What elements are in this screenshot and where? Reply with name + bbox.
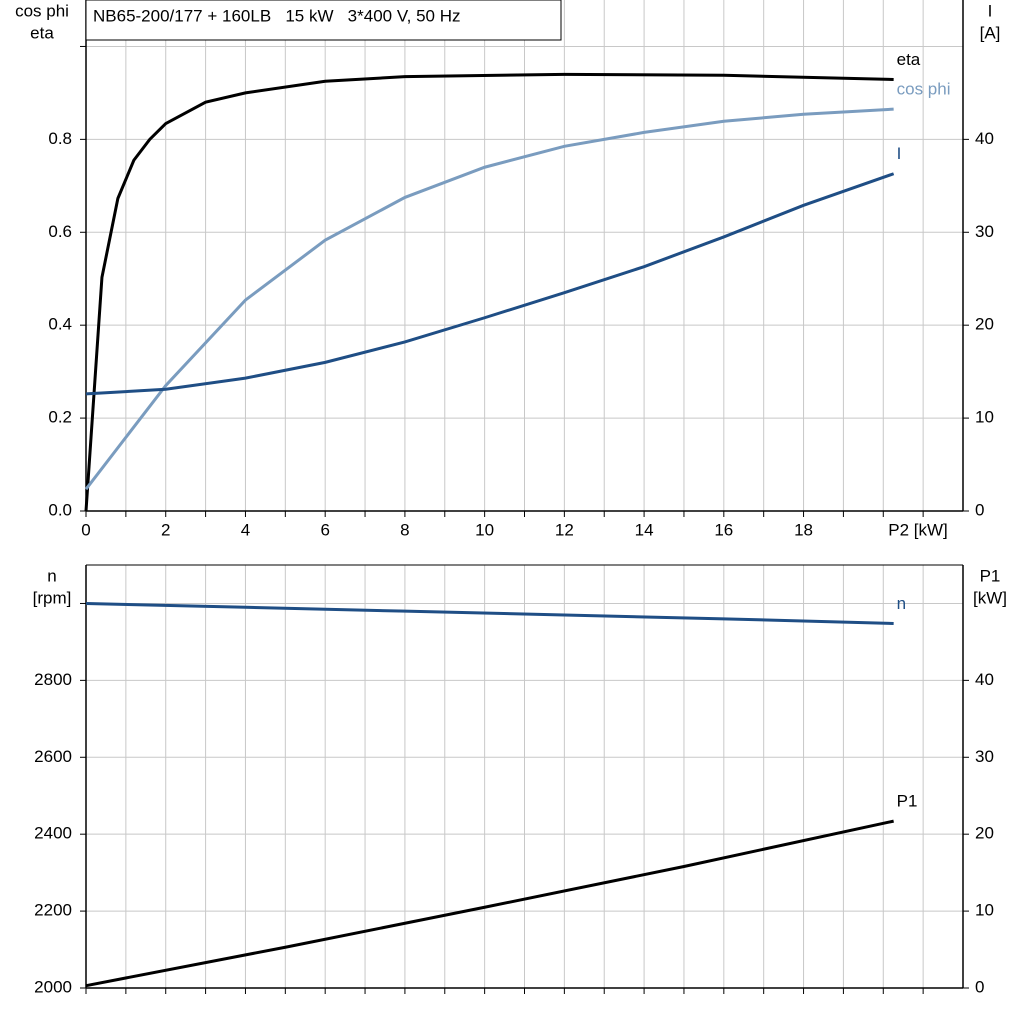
y-tick-label: 0.0 xyxy=(48,500,72,519)
series-line xyxy=(85,819,894,988)
y2-tick-label: 40 xyxy=(975,129,994,148)
y2-tick-label: 30 xyxy=(975,222,994,241)
x-tick-label: 4 xyxy=(241,520,250,539)
series-label: n xyxy=(897,594,906,613)
x-axis-label: P2 [kW] xyxy=(888,520,948,539)
y-tick-label: 0.2 xyxy=(48,408,72,427)
chart-title: NB65-200/177 + 160LB 15 kW 3*400 V, 50 H… xyxy=(93,6,460,25)
y2-axis-label: I xyxy=(988,1,993,20)
y2-tick-label: 0 xyxy=(975,500,984,519)
series-label: eta xyxy=(897,50,921,69)
y-tick-label: 2000 xyxy=(34,977,72,996)
y2-axis-label: [A] xyxy=(980,23,1001,42)
y2-tick-label: 20 xyxy=(975,824,994,843)
series-line xyxy=(85,172,895,396)
x-tick-label: 10 xyxy=(475,520,494,539)
y2-axis-label: [kW] xyxy=(973,588,1007,607)
x-tick-label: 18 xyxy=(794,520,813,539)
series-line xyxy=(84,107,894,491)
y-axis-label: cos phi xyxy=(15,1,69,20)
y2-tick-label: 30 xyxy=(975,747,994,766)
y-axis-label: n xyxy=(47,566,56,585)
x-tick-label: 8 xyxy=(400,520,409,539)
y2-tick-label: 0 xyxy=(975,977,984,996)
x-tick-label: 6 xyxy=(320,520,329,539)
y-axis-label: [rpm] xyxy=(33,588,72,607)
y-tick-label: 2800 xyxy=(34,670,72,689)
series-line xyxy=(85,601,894,625)
series-line xyxy=(84,72,894,512)
x-tick-label: 12 xyxy=(555,520,574,539)
y-tick-label: 0.8 xyxy=(48,129,72,148)
y2-tick-label: 10 xyxy=(975,901,994,920)
series-label: P1 xyxy=(897,792,918,811)
x-tick-label: 0 xyxy=(81,520,90,539)
title-box xyxy=(85,0,562,41)
x-tick-label: 14 xyxy=(635,520,654,539)
y-tick-label: 2600 xyxy=(34,747,72,766)
y-tick-label: 0.4 xyxy=(48,315,72,334)
y-tick-label: 0.6 xyxy=(48,222,72,241)
y2-tick-label: 40 xyxy=(975,670,994,689)
series-label: I xyxy=(897,144,902,163)
series-label: cos phi xyxy=(897,80,951,99)
y-tick-label: 2400 xyxy=(34,824,72,843)
y-tick-label: 2200 xyxy=(34,901,72,920)
x-tick-label: 16 xyxy=(714,520,733,539)
y2-axis-label: P1 xyxy=(980,566,1001,585)
y-axis-label: eta xyxy=(30,23,54,42)
x-tick-label: 2 xyxy=(161,520,170,539)
y2-tick-label: 10 xyxy=(975,408,994,427)
y2-tick-label: 20 xyxy=(975,315,994,334)
